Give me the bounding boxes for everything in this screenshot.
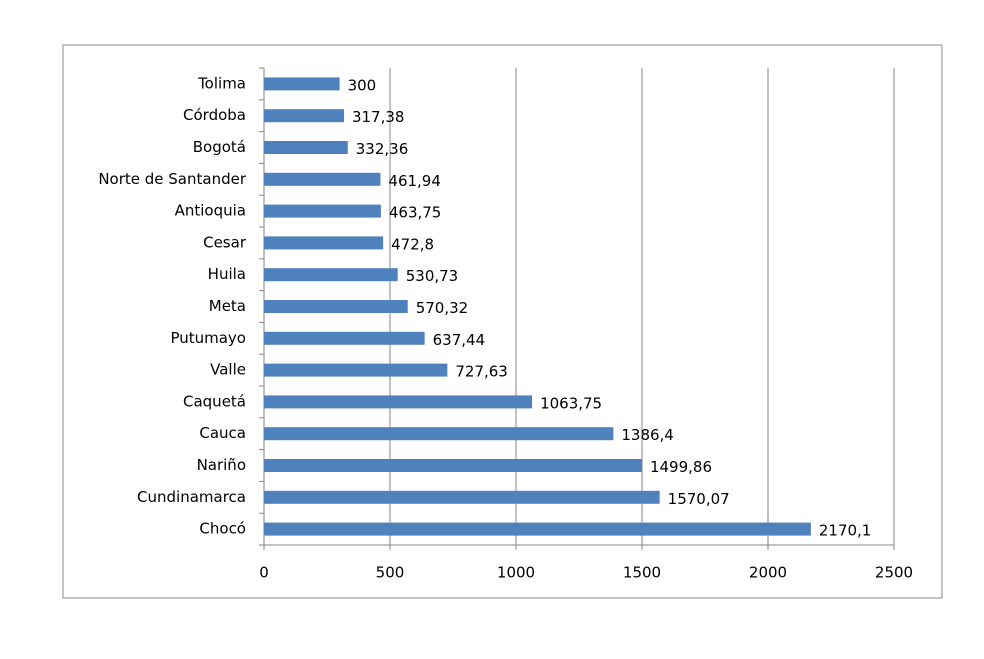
- y-tick-label: Cundinamarca: [137, 488, 246, 506]
- bar: [264, 268, 398, 282]
- y-tick-label: Antioquia: [175, 202, 246, 220]
- x-tick-label: 0: [259, 564, 269, 582]
- bar: [264, 236, 384, 250]
- y-tick-label: Bogotá: [193, 138, 246, 156]
- bar: [264, 300, 408, 313]
- bar: [264, 77, 340, 91]
- data-label: 1386,4: [621, 426, 674, 444]
- bar: [264, 204, 381, 218]
- y-tick-label: Valle: [210, 361, 246, 379]
- data-label: 2170,1: [819, 522, 872, 540]
- bar: [264, 141, 348, 154]
- bar: [264, 363, 448, 377]
- y-tick-label: Norte de Santander: [98, 170, 247, 188]
- data-label: 1063,75: [540, 394, 602, 412]
- chart-border: [62, 44, 943, 599]
- bar: [264, 172, 381, 186]
- y-tick-label: Caquetá: [183, 392, 246, 410]
- y-tick-label: Chocó: [199, 520, 246, 538]
- data-label: 461,94: [388, 172, 441, 190]
- x-tick-label: 2000: [749, 564, 787, 582]
- data-label: 1570,07: [668, 490, 730, 508]
- x-tick-label: 1500: [623, 564, 661, 582]
- data-label: 530,73: [406, 267, 459, 285]
- x-tick-label: 500: [376, 564, 405, 582]
- data-label: 1499,86: [650, 458, 712, 476]
- y-tick-label: Meta: [209, 297, 246, 315]
- bar: [264, 490, 660, 504]
- data-label: 637,44: [433, 331, 486, 349]
- data-label: 463,75: [389, 204, 442, 222]
- bar: [264, 522, 811, 536]
- bar: [264, 427, 614, 441]
- y-tick-label: Córdoba: [183, 106, 246, 124]
- y-tick-label: Cesar: [203, 233, 247, 251]
- bar: [264, 459, 642, 472]
- y-tick-label: Cauca: [199, 424, 246, 442]
- x-tick-label: 1000: [497, 564, 535, 582]
- data-label: 570,32: [416, 299, 469, 317]
- y-tick-label: Tolima: [197, 74, 246, 92]
- bar: [264, 331, 425, 345]
- data-label: 300: [348, 76, 377, 94]
- bar: [264, 109, 344, 123]
- data-label: 332,36: [356, 140, 409, 158]
- y-tick-label: Huila: [208, 265, 246, 283]
- y-tick-label: Nariño: [197, 456, 246, 474]
- x-tick-label: 2500: [875, 564, 913, 582]
- bar: [264, 395, 533, 409]
- y-tick-label: Putumayo: [170, 329, 246, 347]
- data-label: 317,38: [352, 108, 405, 126]
- data-label: 472,8: [391, 235, 434, 253]
- data-label: 727,63: [455, 363, 508, 381]
